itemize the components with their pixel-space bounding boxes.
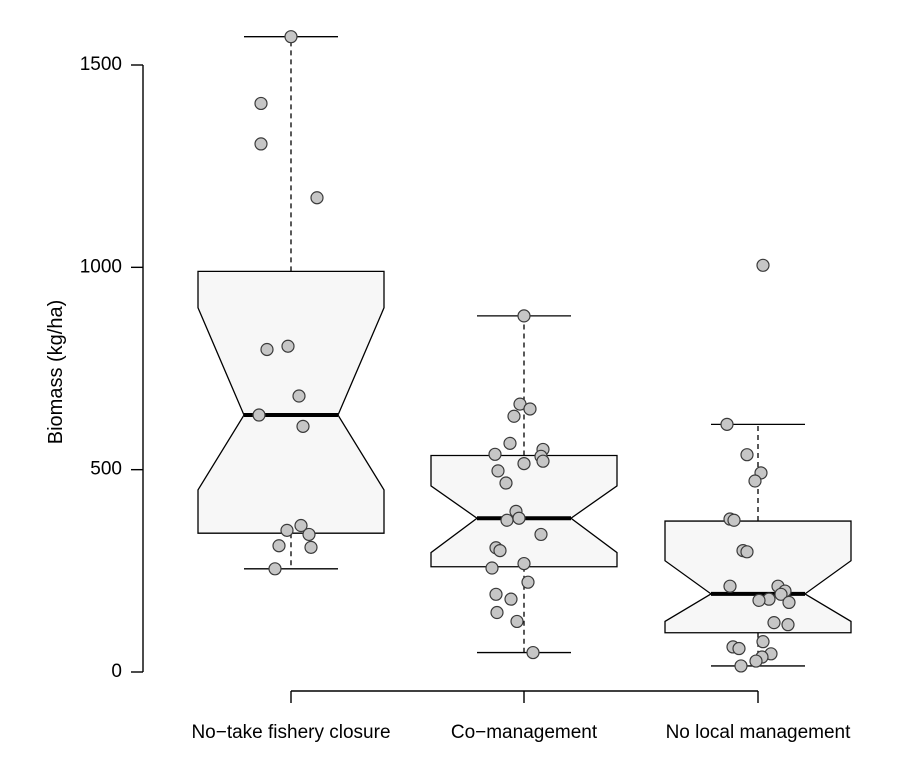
data-point (740, 545, 754, 559)
data-point (304, 540, 318, 554)
data-point (732, 641, 746, 656)
data-point (782, 595, 796, 609)
data-point (740, 448, 754, 462)
y-tick-label: 0 (111, 661, 122, 682)
data-point (254, 96, 268, 111)
data-point (294, 518, 308, 533)
data-point (489, 587, 503, 601)
data-point (284, 30, 298, 44)
data-point (517, 456, 531, 471)
data-point (485, 561, 499, 575)
data-point (491, 464, 505, 478)
x-tick-label: No local management (666, 722, 852, 743)
data-point (281, 339, 295, 353)
x-axis: No−take fishery closure Co−management No l… (191, 690, 852, 743)
y-axis-label: Biomass (kg/ha) (45, 300, 67, 445)
y-tick-label: 1500 (80, 54, 122, 75)
point-group (252, 30, 796, 673)
data-point (512, 511, 526, 525)
data-point (272, 539, 286, 553)
data-point (526, 645, 540, 660)
data-point (534, 527, 548, 542)
data-point (500, 513, 514, 527)
data-point (748, 474, 762, 488)
data-point (254, 137, 268, 151)
data-point (723, 579, 737, 593)
data-point (521, 575, 535, 589)
x-tick-label: No−take fishery closure (191, 722, 390, 743)
y-tick-label: 1000 (80, 256, 122, 277)
data-point (774, 587, 788, 601)
data-point (488, 447, 502, 461)
y-axis: 0 500 1000 1500 (80, 54, 144, 682)
data-point (752, 593, 766, 607)
data-point (767, 616, 781, 630)
data-point (734, 659, 748, 673)
notched-box (197, 270, 385, 534)
data-point (499, 476, 513, 490)
data-point (510, 614, 524, 629)
data-point (493, 543, 507, 558)
notched-box (664, 520, 852, 634)
y-tick-label: 500 (90, 459, 122, 480)
data-point (720, 417, 734, 431)
data-point (268, 562, 282, 576)
data-point (781, 618, 795, 632)
data-point (252, 408, 266, 422)
x-tick-label: Co−management (451, 722, 598, 743)
data-point (280, 523, 294, 537)
data-point (523, 402, 537, 416)
data-point (490, 605, 504, 620)
box-group (197, 36, 852, 667)
data-point (302, 527, 316, 542)
data-point (310, 191, 324, 205)
data-point (296, 419, 310, 433)
data-point (756, 635, 770, 649)
data-point (507, 409, 521, 423)
notched-box (430, 454, 618, 568)
data-point (504, 592, 518, 606)
data-point (503, 436, 517, 450)
data-point (517, 309, 531, 323)
data-point (292, 389, 306, 403)
data-point (756, 258, 770, 272)
data-point (260, 342, 274, 357)
data-point (727, 513, 741, 527)
data-point (517, 556, 531, 571)
data-point (749, 654, 763, 668)
data-point (536, 454, 550, 468)
